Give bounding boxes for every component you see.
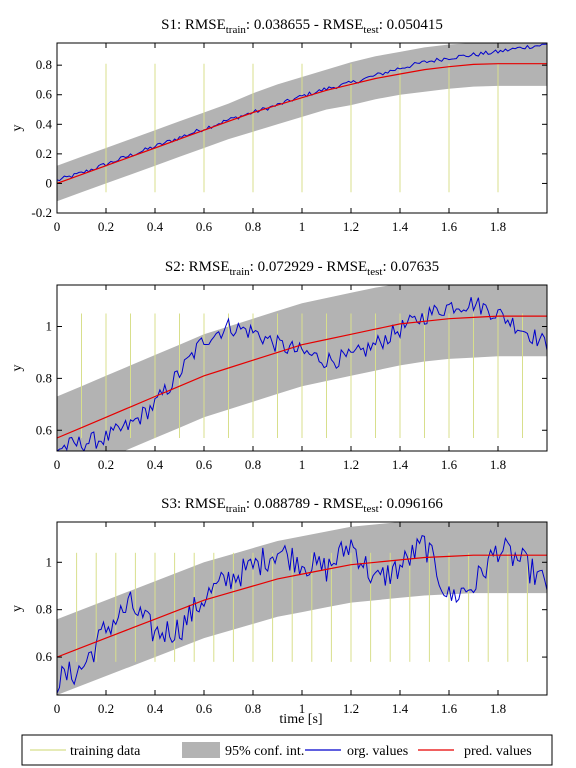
y-tick-label: 1 (46, 319, 53, 334)
title-subscript: train (226, 503, 247, 515)
legend-swatch (182, 742, 220, 758)
title-subscript: train (226, 24, 247, 36)
title-text: : 0.038655 - RMSE (246, 17, 364, 33)
legend-box (21, 734, 553, 766)
org-values-line (57, 297, 547, 451)
x-tick-label: 1.6 (441, 219, 458, 234)
x-tick-label: 0 (54, 457, 61, 472)
x-tick-label: 1.4 (392, 219, 409, 234)
legend-label: org. values (347, 744, 408, 759)
y-tick-label: 0.6 (36, 422, 53, 437)
x-tick-label: 1.6 (441, 457, 458, 472)
x-tick-label: 0.6 (196, 219, 213, 234)
x-tick-label: 0.4 (147, 457, 164, 472)
chart-title: S1: RMSEtrain: 0.038655 - RMSEtest: 0.05… (161, 17, 443, 36)
x-tick-label: 0.6 (196, 701, 213, 716)
x-tick-label: 1.2 (343, 219, 359, 234)
x-tick-label: 0.8 (245, 457, 261, 472)
x-tick-label: 0.8 (245, 219, 261, 234)
chart-1: 0 0.2 0.4 0.6 0.8 1 1.2 1.4 1.6 1.8-0.200.20.40.6… (10, 17, 548, 234)
chart-2: 0 0.2 0.4 0.6 0.8 1 1.2 1.4 1.6 1.8 0.6 0.8 1 y S2: RM… (10, 259, 548, 472)
y-tick-label: 0.8 (36, 370, 52, 385)
title-subscript: train (229, 266, 250, 278)
org-values-line (57, 43, 547, 182)
x-tick-label: 1.8 (490, 457, 506, 472)
y-axis-label: y (10, 125, 25, 132)
x-tick-label: 1.6 (441, 701, 458, 716)
title-subscript: test (363, 503, 378, 515)
title-text: S2: RMSE (165, 259, 230, 275)
title-text: : 0.072929 - RMSE (250, 259, 368, 275)
title-text: : 0.07635 (382, 259, 439, 275)
org-values-line (57, 534, 547, 694)
title-text: S1: RMSE (161, 17, 226, 33)
axes-host: 0 0.2 0.4 0.6 0.8 1 1.2 1.4 1.6 1.8-0.200.20.40.6… (10, 17, 548, 716)
x-tick-label: 0 (54, 701, 61, 716)
y-tick-label: 0.6 (36, 649, 53, 664)
x-tick-label: 1.2 (343, 457, 359, 472)
y-tick-label: 0 (46, 175, 53, 190)
x-tick-label: 1.2 (343, 701, 359, 716)
confidence-band (57, 522, 547, 695)
y-tick-label: 0.8 (36, 57, 52, 72)
title-text: : 0.088789 - RMSE (246, 496, 364, 512)
chart-title: S3: RMSEtrain: 0.088789 - RMSEtest: 0.09… (161, 496, 443, 515)
confidence-band (57, 43, 547, 202)
title-subscript: test (363, 24, 378, 36)
y-tick-label: 0.8 (36, 602, 52, 617)
y-axis-label: y (10, 365, 25, 372)
x-tick-label: 1.4 (392, 457, 409, 472)
x-tick-label: 0.2 (98, 701, 114, 716)
chart-3: 0 0.2 0.4 0.6 0.8 1 1.2 1.4 1.6 1.8 0.6 0.8 1 y S3: RM… (10, 496, 548, 716)
title-text: S3: RMSE (161, 496, 226, 512)
legend-label: 95% conf. int. (225, 744, 304, 759)
x-tick-label: 0.4 (147, 219, 164, 234)
title-subscript: test (367, 266, 382, 278)
y-tick-label: 0.2 (36, 146, 52, 161)
legend-label: training data (70, 744, 141, 759)
pred-values-line (57, 554, 547, 658)
x-tick-label: 1.4 (392, 701, 409, 716)
y-axis-label: y (10, 605, 25, 612)
y-tick-label: 0.6 (36, 87, 53, 102)
pred-values-line (57, 63, 547, 184)
y-tick-label: -0.2 (31, 205, 52, 220)
x-tick-label: 1.8 (490, 219, 506, 234)
x-tick-label: 0 (54, 219, 61, 234)
x-tick-label: 0.2 (98, 457, 114, 472)
title-text: : 0.096166 (379, 496, 444, 512)
x-tick-label: 1.8 (490, 701, 506, 716)
plot-area (57, 285, 547, 451)
x-tick-label: 1 (299, 457, 306, 472)
x-tick-label: 1 (299, 219, 306, 234)
legend-label: pred. values (464, 744, 532, 759)
y-tick-label: 0.4 (36, 116, 53, 131)
y-tick-label: 1 (46, 554, 53, 569)
legend: training data 95% conf. int. org. values pr… (21, 734, 553, 766)
plot-area (57, 522, 547, 695)
x-tick-label: 0.8 (245, 701, 261, 716)
pred-values-line (57, 315, 547, 439)
title-text: : 0.050415 (379, 17, 443, 33)
x-axis-label: time [s] (279, 712, 322, 727)
plot-area (57, 43, 547, 202)
x-tick-label: 0.2 (98, 219, 114, 234)
x-tick-label: 0.6 (196, 457, 213, 472)
x-tick-label: 0.4 (147, 701, 164, 716)
x-tick-label: 1 (299, 701, 306, 716)
chart-title: S2: RMSEtrain: 0.072929 - RMSEtest: 0.07… (165, 259, 439, 278)
